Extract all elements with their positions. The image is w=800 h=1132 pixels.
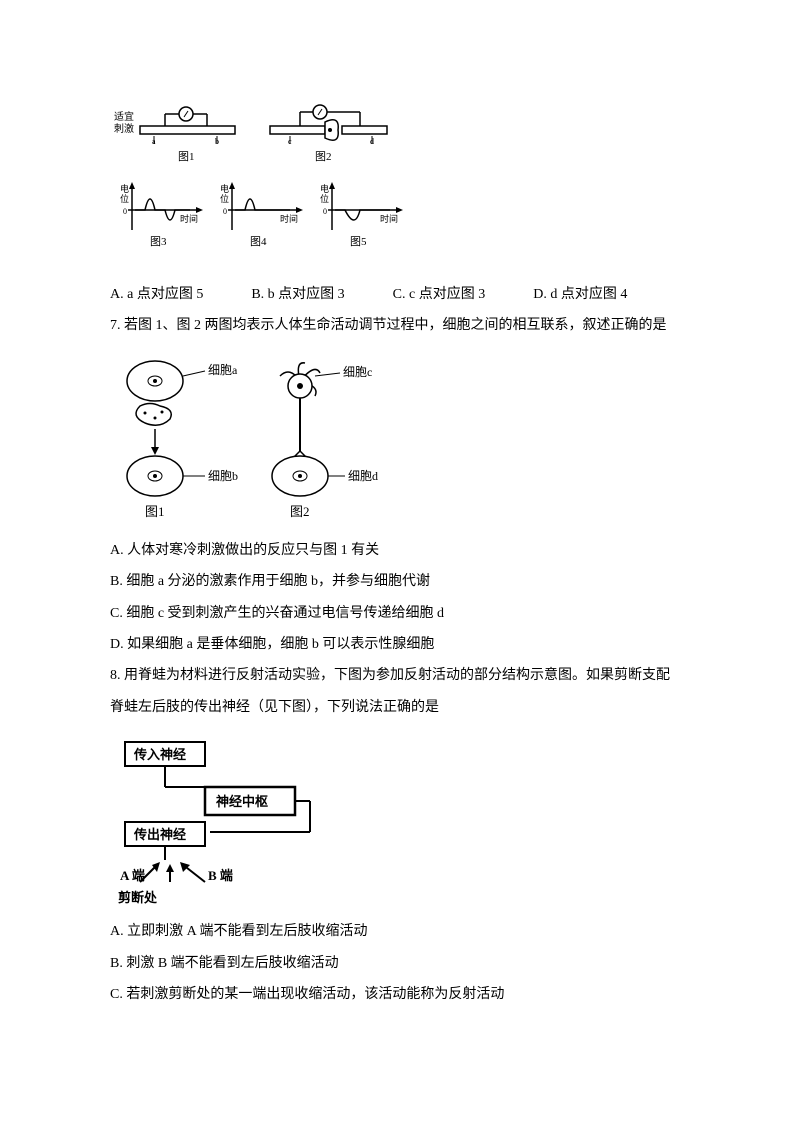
q7-cell-b: 细胞b — [208, 469, 238, 483]
svg-text:位: 位 — [320, 193, 329, 204]
q7-cell-a: 细胞a — [208, 363, 238, 377]
q7-opt-a: A. 人体对寒冷刺激做出的反应只与图 1 有关 — [110, 536, 690, 565]
q8-a-end: A 端 — [120, 868, 145, 883]
q8-cut: 剪断处 — [118, 890, 158, 905]
q7-cell-d: 细胞d — [348, 469, 378, 483]
svg-text:电: 电 — [220, 183, 229, 194]
q8-opt-c: C. 若刺激剪断处的某一端出现收缩活动，该活动能称为反射活动 — [110, 980, 690, 1009]
q7-stem: 7. 若图 1、图 2 两图均表示人体生命活动调节过程中，细胞之间的相互联系，叙… — [110, 311, 690, 340]
q7-opt-c: C. 细胞 c 受到刺激产生的兴奋通过电信号传递给细胞 d — [110, 599, 690, 628]
svg-text:0: 0 — [123, 207, 127, 216]
q6-options: A. a 点对应图 5 B. b 点对应图 3 C. c 点对应图 3 D. d… — [110, 280, 690, 309]
q8-figure: 传入神经 神经中枢 传出神经 A 端 B 端 — [110, 732, 690, 907]
q6-opt-c: C. c 点对应图 3 — [393, 280, 486, 309]
q6-cap5: 图5 — [350, 235, 367, 248]
q8-stem1: 8. 用脊蛙为材料进行反射活动实验，下图为参加反射活动的部分结构示意图。如果剪断… — [110, 661, 690, 690]
svg-text:时间: 时间 — [380, 213, 398, 224]
q7-cell-c: 细胞c — [343, 365, 372, 379]
q6-label-top: 适宜 — [114, 110, 134, 123]
q8-center: 神经中枢 — [216, 794, 268, 809]
q7-opt-b: B. 细胞 a 分泌的激素作用于细胞 b，并参与细胞代谢 — [110, 567, 690, 596]
q8-stem2: 脊蛙左后肢的传出神经（见下图），下列说法正确的是 — [110, 693, 690, 722]
q8-out-nerve: 传出神经 — [133, 827, 186, 842]
svg-text:位: 位 — [120, 193, 129, 204]
svg-text:0: 0 — [223, 207, 227, 216]
q7-cap1: 图1 — [145, 504, 165, 519]
q8-in-nerve: 传入神经 — [133, 747, 186, 762]
q6-opt-d: D. d 点对应图 4 — [533, 280, 627, 309]
q8-opt-a: A. 立即刺激 A 端不能看到左后肢收缩活动 — [110, 917, 690, 946]
q6-cap3: 图3 — [150, 235, 167, 248]
q7-opt-d: D. 如果细胞 a 是垂体细胞，细胞 b 可以表示性腺细胞 — [110, 630, 690, 659]
q6-ylabel3: 电 — [120, 183, 129, 194]
q6-figure: 适宜 刺激 a b 图1 — [110, 100, 690, 270]
svg-text:0: 0 — [323, 207, 327, 216]
svg-text:时间: 时间 — [280, 213, 298, 224]
q6-opt-b: B. b 点对应图 3 — [251, 280, 344, 309]
q8-b-end: B 端 — [208, 868, 233, 883]
q6-opt-a: A. a 点对应图 5 — [110, 280, 203, 309]
svg-text:电: 电 — [320, 183, 329, 194]
q6-label-bot: 刺激 — [114, 122, 134, 135]
q7-figure: 细胞a 细胞b 图1 — [110, 351, 690, 526]
q6-cap4: 图4 — [250, 235, 267, 248]
q6-cap1: 图1 — [178, 150, 195, 163]
q8-opt-b: B. 刺激 B 端不能看到左后肢收缩活动 — [110, 949, 690, 978]
svg-text:位: 位 — [220, 193, 229, 204]
q6-xlabel3: 时间 — [180, 213, 198, 224]
q6-cap2: 图2 — [315, 150, 332, 163]
q7-cap2: 图2 — [290, 504, 310, 519]
